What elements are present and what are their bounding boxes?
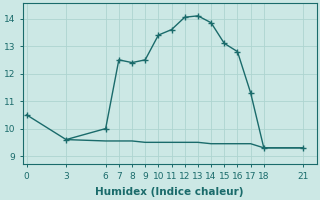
X-axis label: Humidex (Indice chaleur): Humidex (Indice chaleur) — [95, 187, 244, 197]
